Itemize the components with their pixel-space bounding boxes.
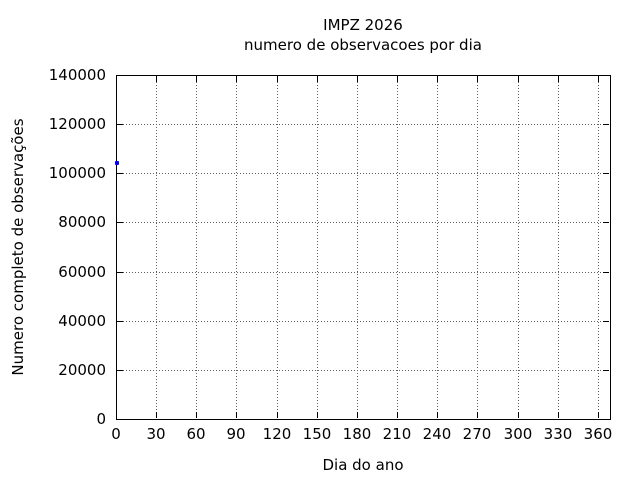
x-tick-mark-bottom: [558, 412, 559, 418]
x-tick-label: 300: [503, 425, 533, 443]
x-gridline: [437, 76, 438, 418]
x-gridline: [558, 76, 559, 418]
x-tick-mark-bottom: [477, 412, 478, 418]
x-tick-label: 270: [462, 425, 492, 443]
y-gridline: [117, 370, 609, 371]
data-point: [115, 161, 120, 166]
x-tick-mark-bottom: [317, 412, 318, 418]
x-tick-mark-top: [236, 76, 237, 82]
x-tick-label: 330: [543, 425, 573, 443]
x-tick-label: 360: [583, 425, 613, 443]
y-tick-label: 40000: [58, 312, 106, 330]
x-gridline: [277, 76, 278, 418]
y-tick-mark-right: [603, 370, 609, 371]
y-tick-mark-left: [117, 124, 123, 125]
x-tick-mark-bottom: [598, 412, 599, 418]
x-axis-title: Dia do ano: [322, 456, 404, 474]
x-tick-label: 240: [422, 425, 452, 443]
x-gridline: [477, 76, 478, 418]
x-tick-mark-bottom: [518, 412, 519, 418]
y-tick-label: 20000: [58, 361, 106, 379]
y-gridline: [117, 321, 609, 322]
y-gridline: [117, 222, 609, 223]
x-gridline: [598, 76, 599, 418]
x-tick-label: 30: [146, 425, 166, 443]
x-tick-mark-top: [518, 76, 519, 82]
y-tick-mark-left: [117, 222, 123, 223]
y-tick-mark-right: [603, 272, 609, 273]
x-gridline: [518, 76, 519, 418]
x-tick-mark-bottom: [116, 412, 117, 418]
y-tick-mark-right: [603, 222, 609, 223]
x-tick-label: 210: [382, 425, 412, 443]
x-tick-mark-bottom: [277, 412, 278, 418]
x-tick-mark-bottom: [357, 412, 358, 418]
x-tick-mark-top: [397, 76, 398, 82]
x-gridline: [196, 76, 197, 418]
y-tick-mark-right: [603, 321, 609, 322]
y-tick-mark-right: [603, 75, 609, 76]
y-tick-mark-left: [117, 272, 123, 273]
x-tick-label: 0: [111, 425, 121, 443]
x-tick-label: 90: [226, 425, 246, 443]
y-tick-mark-left: [117, 370, 123, 371]
x-tick-mark-top: [277, 76, 278, 82]
x-gridline: [156, 76, 157, 418]
y-tick-mark-left: [117, 321, 123, 322]
x-gridline: [357, 76, 358, 418]
x-gridline: [397, 76, 398, 418]
x-tick-mark-bottom: [236, 412, 237, 418]
x-tick-mark-top: [558, 76, 559, 82]
y-tick-mark-right: [603, 124, 609, 125]
y-tick-mark-right: [603, 419, 609, 420]
x-tick-label: 120: [262, 425, 292, 443]
y-gridline: [117, 173, 609, 174]
chart-subtitle: numero de observacoes por dia: [244, 36, 482, 54]
x-tick-mark-top: [317, 76, 318, 82]
y-tick-mark-left: [117, 173, 123, 174]
x-tick-mark-bottom: [397, 412, 398, 418]
x-tick-label: 60: [186, 425, 206, 443]
y-tick-label: 80000: [58, 213, 106, 231]
x-tick-mark-top: [357, 76, 358, 82]
x-tick-mark-bottom: [156, 412, 157, 418]
x-tick-label: 150: [302, 425, 332, 443]
x-tick-mark-top: [196, 76, 197, 82]
x-tick-mark-top: [598, 76, 599, 82]
y-tick-label: 60000: [58, 263, 106, 281]
plot-area: [116, 75, 611, 420]
x-tick-mark-top: [477, 76, 478, 82]
y-tick-mark-left: [117, 419, 123, 420]
x-gridline: [317, 76, 318, 418]
x-tick-mark-bottom: [196, 412, 197, 418]
x-tick-mark-top: [156, 76, 157, 82]
y-tick-label: 100000: [48, 164, 106, 182]
x-tick-mark-bottom: [437, 412, 438, 418]
y-gridline: [117, 272, 609, 273]
y-tick-label: 140000: [48, 66, 106, 84]
y-tick-mark-left: [117, 75, 123, 76]
y-tick-label: 120000: [48, 115, 106, 133]
x-tick-mark-top: [116, 76, 117, 82]
chart-title: IMPZ 2026: [323, 16, 403, 34]
x-gridline: [236, 76, 237, 418]
x-tick-label: 180: [342, 425, 372, 443]
y-gridline: [117, 124, 609, 125]
y-tick-label: 0: [96, 410, 106, 428]
y-tick-mark-right: [603, 173, 609, 174]
x-tick-mark-top: [437, 76, 438, 82]
